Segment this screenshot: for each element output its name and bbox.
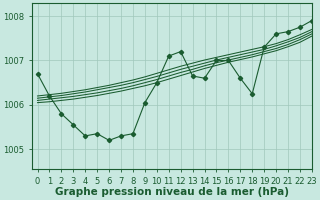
X-axis label: Graphe pression niveau de la mer (hPa): Graphe pression niveau de la mer (hPa)	[55, 187, 289, 197]
